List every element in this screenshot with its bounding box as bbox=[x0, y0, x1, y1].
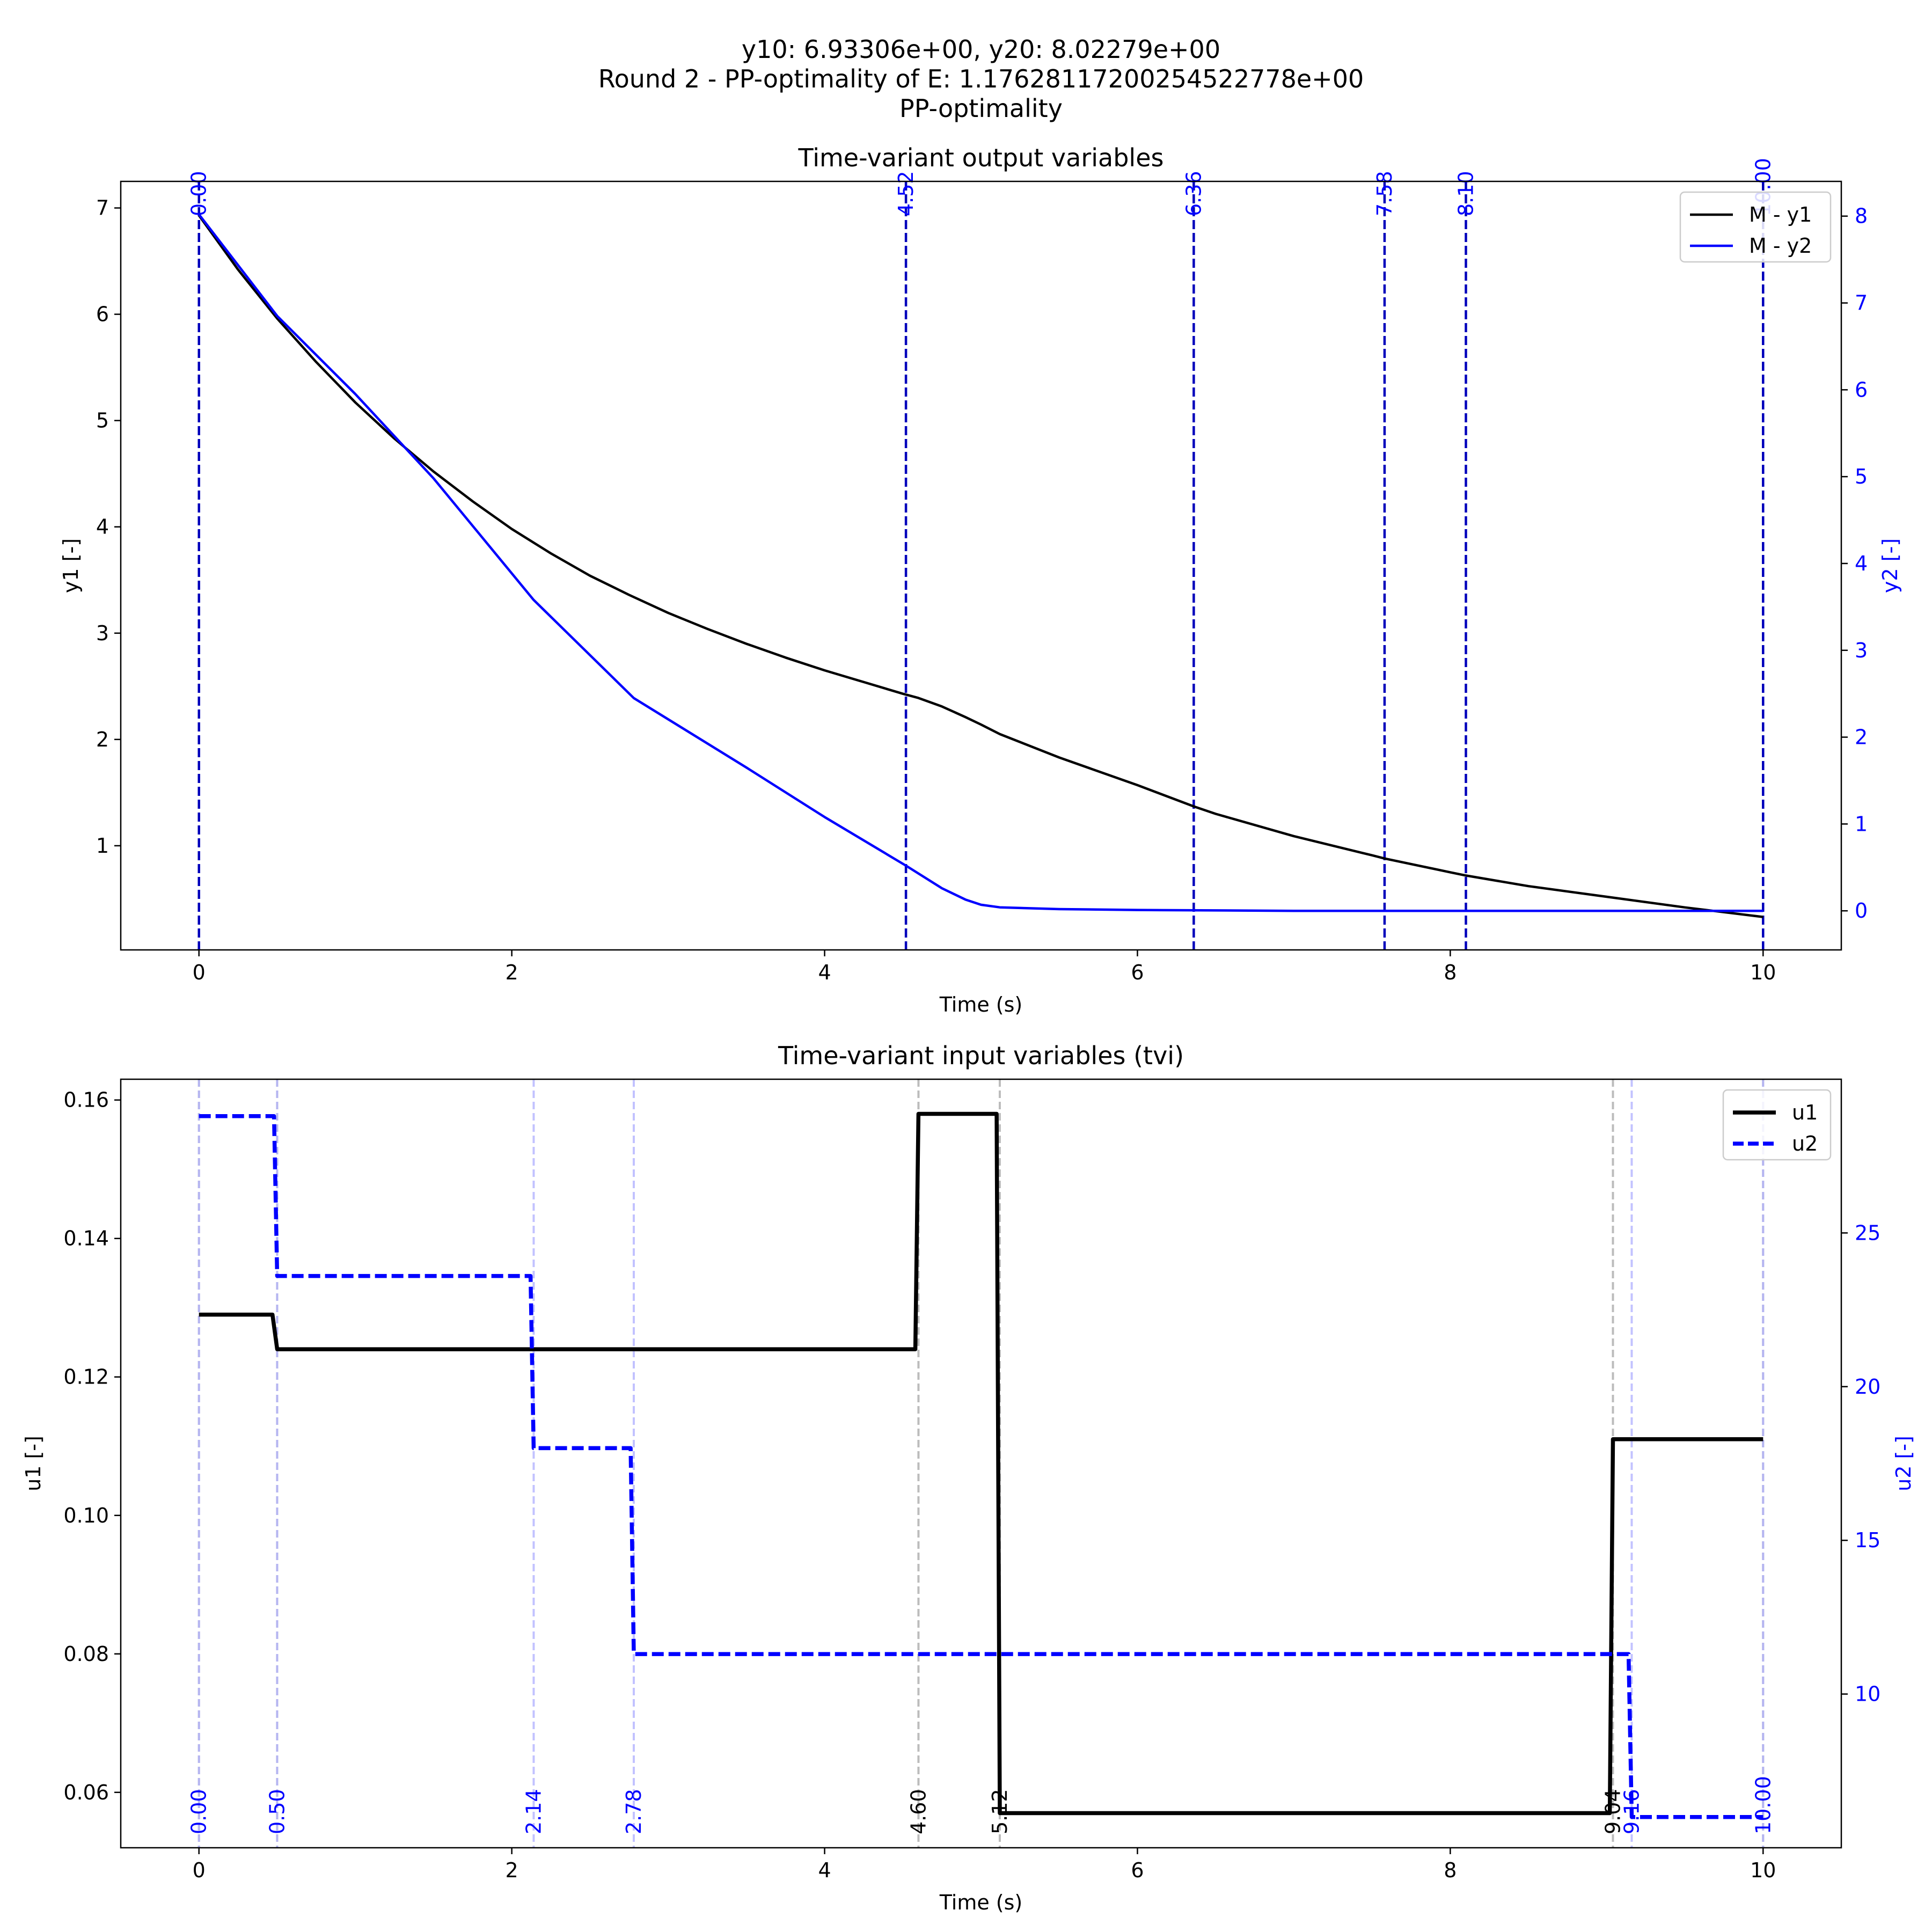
legend-entry: M - y1 bbox=[1749, 203, 1812, 226]
y-left-tick-label: 0.10 bbox=[63, 1504, 109, 1527]
y-left-tick-label: 0.16 bbox=[63, 1088, 109, 1112]
x-tick-label: 8 bbox=[1444, 1858, 1457, 1882]
legend-box bbox=[1679, 191, 1832, 263]
x-tick-label: 4 bbox=[818, 961, 831, 984]
y-right-axis-label: y2 [-] bbox=[1878, 538, 1902, 593]
y-right-tick-label: 8 bbox=[1855, 204, 1868, 228]
plot-area bbox=[197, 181, 1765, 950]
y-left-tick-label: 5 bbox=[96, 409, 109, 433]
y-right-tick-label: 20 bbox=[1855, 1375, 1880, 1399]
u2-switch-label: 9.16 bbox=[1620, 1789, 1643, 1834]
x-tick-label: 2 bbox=[506, 1858, 518, 1882]
y-left-tick-label: 2 bbox=[96, 728, 109, 751]
event-vline-label: 8.10 bbox=[1454, 171, 1478, 216]
x-tick-label: 4 bbox=[818, 1858, 831, 1882]
x-tick-label: 10 bbox=[1750, 1858, 1776, 1882]
chart-title: Time-variant input variables (tvi) bbox=[778, 1041, 1184, 1070]
legend-entry: u1 bbox=[1792, 1101, 1818, 1124]
y-left-tick-label: 0.08 bbox=[63, 1642, 109, 1666]
u2-switch-label: 2.14 bbox=[522, 1789, 545, 1834]
legend-entry: M - y2 bbox=[1749, 234, 1812, 258]
y-left-axis-label: y1 [-] bbox=[59, 538, 83, 593]
y-left-axis-label: u1 [-] bbox=[21, 1436, 45, 1491]
legend: M - y1 M - y2 bbox=[1679, 191, 1832, 263]
u1-switch-label: 4.60 bbox=[906, 1789, 930, 1834]
y-right-tick-label: 7 bbox=[1855, 291, 1868, 315]
x-tick-label: 8 bbox=[1444, 961, 1457, 984]
event-vline-label: 6.36 bbox=[1182, 171, 1205, 216]
y-left-tick-label: 7 bbox=[96, 196, 109, 220]
y-right-tick-label: 25 bbox=[1855, 1221, 1880, 1245]
figure-title-line-3: PP-optimality bbox=[899, 94, 1063, 123]
u2-switch-label: 10.00 bbox=[1751, 1776, 1775, 1834]
event-vline-label: 7.58 bbox=[1373, 171, 1396, 216]
u1-switch-label: 9.04 bbox=[1601, 1789, 1624, 1834]
y-right-tick-label: 5 bbox=[1855, 465, 1868, 488]
x-tick-label: 6 bbox=[1131, 961, 1144, 984]
y-left-tick-label: 0.14 bbox=[63, 1227, 109, 1250]
y-right-tick-label: 6 bbox=[1855, 378, 1868, 401]
x-tick-label: 2 bbox=[506, 961, 518, 984]
plot-area bbox=[197, 1079, 1765, 1848]
figure-title-line-1: y10: 6.93306e+00, y20: 8.02279e+00 bbox=[742, 35, 1220, 64]
legend-entry: u2 bbox=[1792, 1132, 1818, 1155]
y-left-tick-label: 3 bbox=[96, 621, 109, 645]
y-left-tick-label: 0.12 bbox=[63, 1365, 109, 1389]
event-vline-label: 0.00 bbox=[187, 171, 211, 216]
y-right-tick-label: 10 bbox=[1855, 1682, 1880, 1706]
y-left-tick-label: 6 bbox=[96, 303, 109, 326]
plot-frame bbox=[120, 180, 1842, 951]
x-tick-label: 10 bbox=[1750, 961, 1776, 984]
event-vline-label: 4.52 bbox=[894, 171, 918, 216]
series-line-m-y2 bbox=[197, 214, 1763, 912]
series-line-u2 bbox=[199, 1114, 1763, 1819]
y-left-tick-label: 4 bbox=[96, 515, 109, 539]
y-right-tick-label: 1 bbox=[1855, 812, 1868, 836]
u2-switch-label: 2.78 bbox=[622, 1789, 646, 1834]
y-left-tick-label: 0.06 bbox=[63, 1781, 109, 1804]
y-left-tick-label: 1 bbox=[96, 834, 109, 858]
x-tick-label: 6 bbox=[1131, 1858, 1144, 1882]
y-right-tick-label: 4 bbox=[1855, 552, 1868, 575]
y-right-tick-label: 3 bbox=[1855, 639, 1868, 662]
x-axis-label: Time (s) bbox=[939, 993, 1023, 1016]
u2-switch-label: 0.00 bbox=[187, 1789, 211, 1834]
y-right-tick-label: 0 bbox=[1855, 899, 1868, 923]
y-right-tick-label: 15 bbox=[1855, 1528, 1880, 1552]
x-tick-label: 0 bbox=[193, 1858, 206, 1882]
figure-title-line-2: Round 2 - PP-optimality of E: 1.17628117… bbox=[598, 64, 1364, 93]
input-variables-chart: Time-variant input variables (tvi) 4.60 5.… bbox=[21, 1041, 1915, 1914]
u2-switch-label: 0.50 bbox=[265, 1789, 289, 1834]
series-line-u1 bbox=[199, 1111, 1763, 1816]
x-tick-label: 0 bbox=[193, 961, 206, 984]
x-axis-label: Time (s) bbox=[939, 1891, 1023, 1914]
output-variables-chart: Time-variant output variables 0.00 4.52 6.3… bbox=[59, 143, 1902, 1016]
figure-title: y10: 6.93306e+00, y20: 8.02279e+00 Round… bbox=[598, 35, 1364, 123]
series-line-m-y1 bbox=[197, 215, 1763, 918]
y-right-axis-label: u2 [-] bbox=[1892, 1436, 1915, 1491]
chart-title: Time-variant output variables bbox=[798, 143, 1164, 172]
u1-switch-label: 5.12 bbox=[988, 1789, 1012, 1834]
plot-frame bbox=[120, 1078, 1842, 1849]
y-right-tick-label: 2 bbox=[1855, 726, 1868, 749]
